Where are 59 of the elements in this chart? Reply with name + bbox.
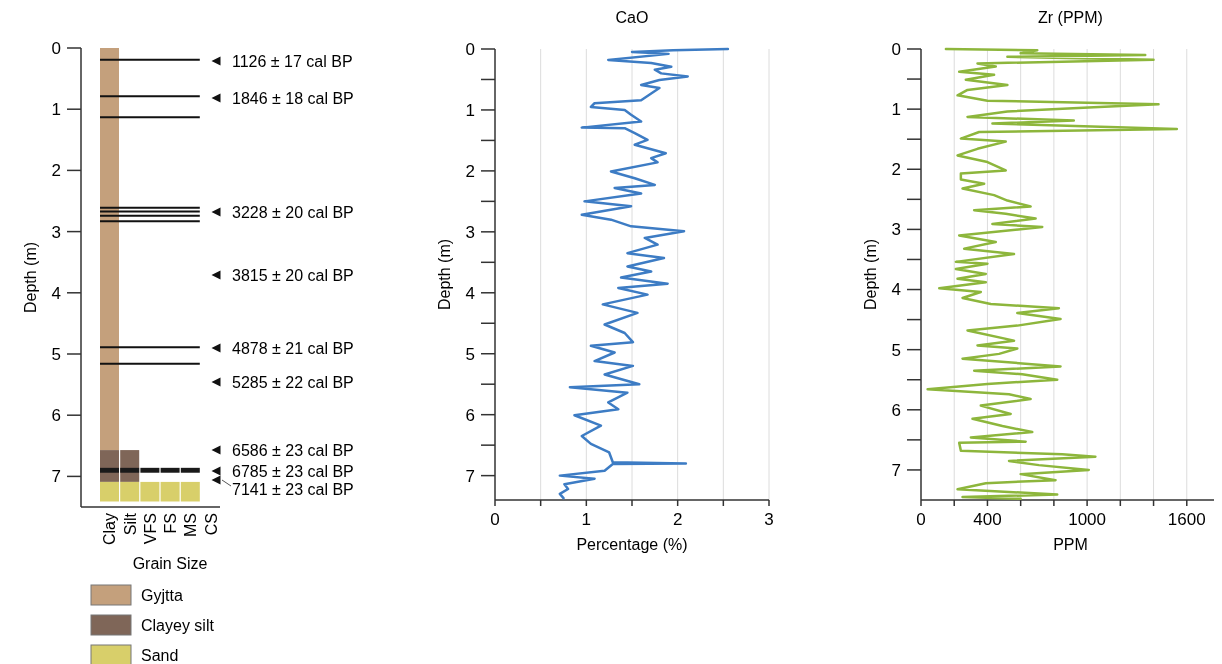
- text: 3228 ± 20 cal BP: [232, 203, 354, 221]
- y-tick-label: 5: [465, 344, 475, 364]
- x-tick-label: 0: [916, 510, 926, 529]
- legend-label: Clayey silt: [141, 616, 215, 634]
- y-tick-label: 1: [891, 100, 901, 120]
- text: 3815 ± 20 cal BP: [232, 266, 354, 284]
- y-tick-label: 0: [465, 39, 475, 59]
- chart-title: Zr (PPM): [1038, 9, 1103, 26]
- x-axis-title: Grain Size: [132, 555, 208, 572]
- y-tick-label: 2: [465, 161, 475, 181]
- x-axis-title: PPM: [1053, 536, 1088, 553]
- x-tick-label: MS: [182, 513, 200, 537]
- x-tick-label: 1600: [1167, 510, 1206, 529]
- text: 7141 ± 23 cal BP: [232, 480, 354, 498]
- y-tick-label: 6: [465, 405, 475, 425]
- y-tick-label: 3: [891, 220, 901, 240]
- x-tick-label: 3: [764, 510, 774, 529]
- y-axis-title: Depth (m): [22, 241, 39, 314]
- text: 5285 ± 22 cal BP: [232, 373, 354, 391]
- y-tick-label: 3: [465, 222, 475, 242]
- x-tick-label: FS: [162, 513, 180, 534]
- x-tick-label: 0: [490, 510, 500, 529]
- y-tick-label: 4: [51, 283, 61, 303]
- y-tick-label: 6: [891, 400, 901, 420]
- y-tick-label: 5: [51, 344, 61, 364]
- y-tick-label: 7: [465, 466, 475, 486]
- y-tick-label: 2: [891, 160, 901, 180]
- text: 4878 ± 21 cal BP: [232, 339, 354, 357]
- y-axis-title: Depth (m): [436, 238, 453, 311]
- x-axis-title: Percentage (%): [576, 536, 688, 553]
- x-tick-label: CS: [202, 513, 220, 536]
- x-tick-label: Silt: [121, 512, 139, 536]
- x-tick-label: 1: [581, 510, 592, 529]
- y-tick-label: 6: [51, 406, 61, 426]
- text: 1126 ± 17 cal BP: [232, 52, 353, 70]
- y-tick-label: 1: [51, 100, 61, 120]
- bar: [100, 48, 119, 451]
- y-tick-label: 0: [51, 38, 61, 58]
- chart-title: CaO: [615, 9, 649, 26]
- y-tick-label: 2: [51, 161, 61, 181]
- text: 6785 ± 23 cal BP: [232, 462, 354, 480]
- y-tick-label: 4: [891, 280, 901, 300]
- x-tick-label: 2: [672, 510, 683, 529]
- y-axis-title: Depth (m): [862, 238, 879, 311]
- x-tick-label: 1000: [1068, 510, 1107, 529]
- y-tick-label: 5: [891, 340, 901, 360]
- x-tick-label: VFS: [141, 513, 159, 545]
- y-tick-label: 7: [891, 460, 901, 480]
- y-tick-label: 1: [465, 100, 475, 120]
- y-tick-label: 4: [465, 283, 475, 303]
- legend-label: Gyjtta: [141, 586, 183, 604]
- legend-label: Sand: [141, 646, 179, 664]
- y-tick-label: 0: [891, 39, 901, 59]
- y-tick-label: 7: [51, 467, 61, 487]
- text: 1846 ± 18 cal BP: [232, 89, 354, 107]
- x-tick-label: 400: [973, 510, 1002, 529]
- x-tick-label: Clay: [101, 513, 119, 546]
- text: 6586 ± 23 cal BP: [232, 441, 354, 459]
- y-tick-label: 3: [51, 222, 61, 242]
